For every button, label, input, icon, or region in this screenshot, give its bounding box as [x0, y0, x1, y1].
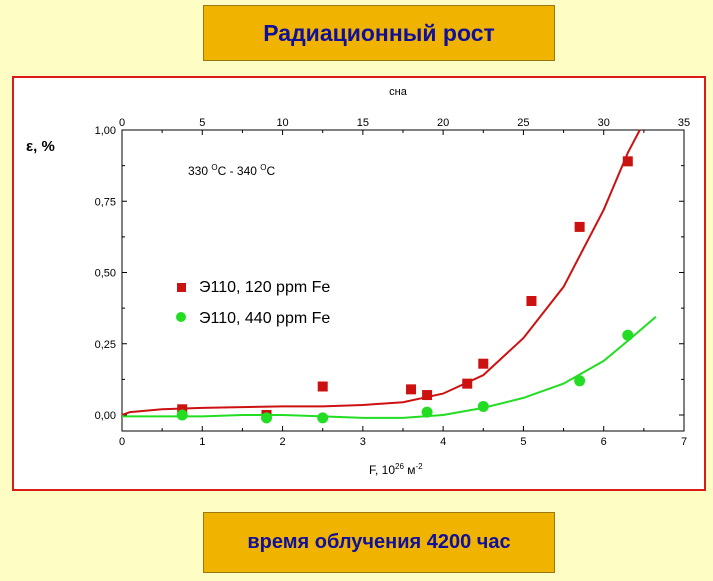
chart-svg: сна ε, % 330 OC - 340 OC F, 1026 м-2 Э11… — [26, 86, 690, 477]
data-point-440-ppm — [421, 406, 433, 418]
x-tick-label: 5 — [520, 436, 526, 448]
annotation-part-3: C — [267, 164, 276, 178]
legend-label-120-ppm: Э110, 120 ppm Fe — [199, 279, 330, 296]
x-tick-label: 0 — [119, 436, 125, 448]
x-label-exp-2: -2 — [416, 462, 424, 471]
x-tick-label: 4 — [440, 436, 446, 448]
irradiation-time-caption: время облучения 4200 час — [247, 531, 511, 553]
top-tick-label: 5 — [199, 117, 205, 129]
data-point-120-ppm — [462, 378, 473, 389]
top-tick-label: 25 — [517, 117, 529, 129]
y-tick-label: 1,00 — [95, 125, 116, 137]
x-tick-label: 2 — [280, 436, 286, 448]
data-point-120-ppm — [622, 156, 633, 167]
chart-panel: сна ε, % 330 OC - 340 OC F, 1026 м-2 Э11… — [12, 76, 706, 491]
data-point-120-ppm — [574, 221, 585, 232]
x-axis-label: F, 1026 м-2 — [369, 462, 423, 477]
data-point-440-ppm — [261, 412, 273, 424]
data-point-440-ppm — [477, 400, 489, 412]
top-tick-label: 15 — [357, 117, 369, 129]
annotation-part-1: 330 — [188, 164, 211, 178]
annotation-sup-1: O — [211, 163, 217, 172]
top-tick-label: 20 — [437, 117, 449, 129]
y-tick-label: 0,75 — [95, 196, 116, 208]
data-point-440-ppm — [574, 375, 586, 387]
x-label-mid: м — [404, 463, 416, 477]
top-tick-label: 35 — [678, 117, 690, 129]
fit-line-series-0 — [121, 129, 641, 416]
y-axis-label: ε, % — [26, 138, 55, 155]
legend: Э110, 120 ppm Fe Э110, 440 ppm Fe — [176, 279, 330, 327]
x-tick-label: 3 — [360, 436, 366, 448]
top-tick-label: 10 — [276, 117, 288, 129]
data-point-120-ppm — [406, 384, 417, 395]
y-tick-label: 0,50 — [95, 268, 116, 280]
x-label-exp-1: 26 — [395, 462, 404, 471]
annotation-part-2: C - 340 — [218, 164, 261, 178]
data-point-440-ppm — [622, 329, 634, 341]
data-point-120-ppm — [317, 381, 328, 392]
legend-marker-120-ppm — [177, 283, 186, 292]
footer-banner: время облучения 4200 час — [203, 512, 555, 573]
page-title: Радиационный рост — [263, 19, 495, 46]
top-tick-label: 0 — [119, 117, 125, 129]
y-tick-label: 0,25 — [95, 339, 116, 351]
data-point-440-ppm — [317, 412, 329, 424]
legend-label-440-ppm: Э110, 440 ppm Fe — [199, 310, 330, 327]
x-tick-label: 1 — [199, 436, 205, 448]
fit-line-series-1 — [122, 315, 657, 419]
data-point-120-ppm — [478, 358, 489, 369]
x-label-main: F, 10 — [369, 463, 395, 477]
x-tick-label: 7 — [681, 436, 687, 448]
temperature-annotation: 330 OC - 340 OC — [188, 163, 276, 178]
title-banner: Радиационный рост — [203, 5, 555, 61]
data-point-120-ppm — [422, 390, 433, 401]
data-point-120-ppm — [177, 404, 188, 415]
x-tick-label: 6 — [601, 436, 607, 448]
top-tick-label: 30 — [598, 117, 610, 129]
top-axis-label: сна — [389, 86, 408, 98]
legend-marker-440-ppm — [176, 312, 186, 322]
data-point-120-ppm — [526, 296, 537, 306]
y-tick-label: 0,00 — [95, 410, 116, 422]
annotation-sup-2: O — [260, 163, 266, 172]
data-point-440-ppm — [176, 409, 188, 421]
